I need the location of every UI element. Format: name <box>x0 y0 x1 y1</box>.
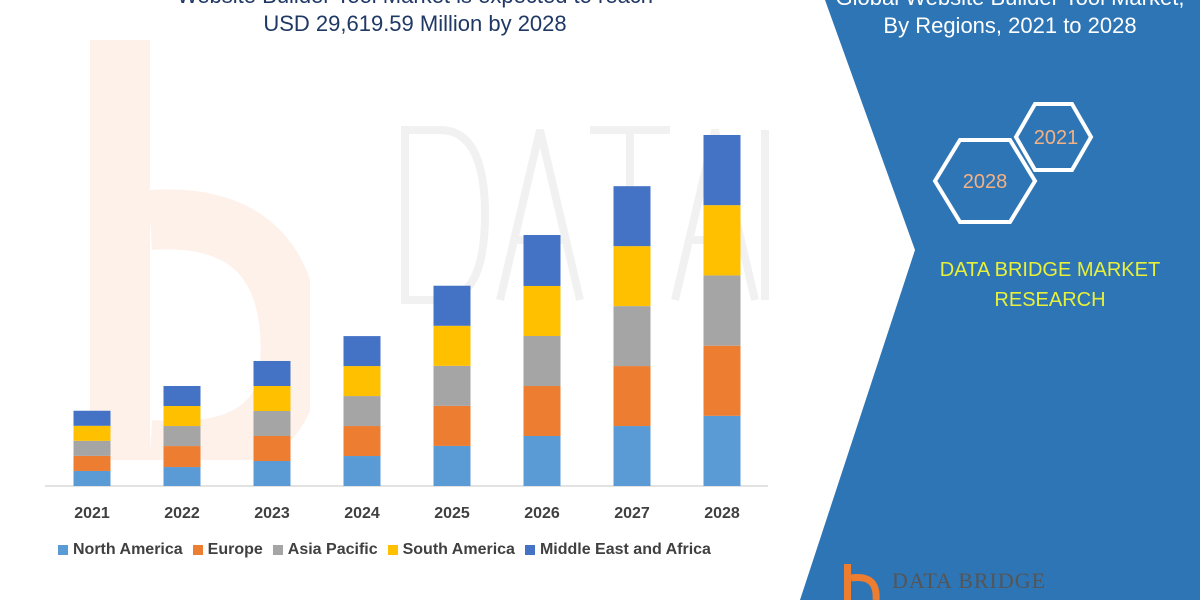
legend-item-asia-pacific: Asia Pacific <box>272 541 378 559</box>
brand-line-2: RESEARCH <box>994 289 1106 311</box>
panel-title: Global Website Builder Tool Market, By R… <box>820 0 1200 40</box>
title-line-1: Website Builder Tool Market is expected … <box>0 0 830 10</box>
bar-segment-2023-north-america <box>253 460 291 486</box>
hexagon-2021: 2021 <box>1013 102 1094 172</box>
brand-name: DATA BRIDGE MARKET RESEARCH <box>920 255 1180 315</box>
bar-segment-2021-asia-pacific <box>73 440 111 456</box>
bar-segment-2021-north-america <box>73 470 111 486</box>
bar-segment-2022-south-america <box>163 406 201 427</box>
bar-segment-2025-asia-pacific <box>433 365 471 406</box>
bar-segment-2023-middle-east-and-africa <box>253 360 291 386</box>
stacked-bar-chart: 2021 2022 2023 2024 2025 2026 2027 2028 <box>45 134 768 522</box>
hex-2021-label: 2021 <box>1034 127 1079 149</box>
bar-segment-2025-middle-east-and-africa <box>433 285 471 326</box>
panel-title-line-2: By Regions, 2021 to 2028 <box>883 13 1137 38</box>
legend-label: Middle East and Africa <box>539 541 711 558</box>
bar-segment-2024-asia-pacific <box>343 396 381 427</box>
x-tick-label: 2028 <box>704 505 740 522</box>
legend-label: South America <box>402 541 515 558</box>
title-line-2: USD 29,619.59 Million by 2028 <box>263 11 567 36</box>
hexagon-2028: 2028 <box>932 138 1038 224</box>
legend-item-europe: Europe <box>192 541 263 559</box>
bar-segment-2022-middle-east-and-africa <box>163 385 201 407</box>
bar-segment-2028-south-america <box>703 205 741 276</box>
x-tick-label: 2024 <box>344 505 380 522</box>
legend-label: Asia Pacific <box>287 541 378 558</box>
bar-segment-2028-north-america <box>703 415 741 486</box>
bar-segment-2026-south-america <box>523 285 561 336</box>
bar-segment-2026-north-america <box>523 435 561 486</box>
x-tick-label: 2025 <box>434 505 470 522</box>
legend-item-south-america: South America <box>387 541 515 559</box>
bar-segment-2021-south-america <box>73 425 111 441</box>
bar-segment-2025-europe <box>433 405 471 446</box>
bar-segment-2022-north-america <box>163 467 201 486</box>
bar-segment-2025-north-america <box>433 445 471 486</box>
bar-segment-2028-europe <box>703 345 741 416</box>
bar-segment-2021-middle-east-and-africa <box>73 410 111 426</box>
panel-title-line-1: Global Website Builder Tool Market, <box>820 0 1200 12</box>
bar-segment-2024-middle-east-and-africa <box>343 336 381 367</box>
legend-item-middle-east-africa: Middle East and Africa <box>524 541 711 559</box>
bar-segment-2023-south-america <box>253 385 291 411</box>
x-tick-label: 2021 <box>74 505 110 522</box>
x-tick-label: 2026 <box>524 505 560 522</box>
bar-segment-2023-asia-pacific <box>253 410 291 436</box>
bar-segment-2026-europe <box>523 385 561 436</box>
legend-label: Europe <box>207 541 263 558</box>
bar-segment-2027-middle-east-and-africa <box>613 186 651 247</box>
logo-text: DATA BRIDGE <box>892 568 1047 593</box>
brand-line-1: DATA BRIDGE MARKET <box>939 259 1161 281</box>
bar-segment-2027-asia-pacific <box>613 306 651 367</box>
bar-segment-2024-south-america <box>343 366 381 397</box>
bar-segment-2028-asia-pacific <box>703 275 741 346</box>
bar-segment-2021-europe <box>73 455 111 471</box>
bar-segment-2025-south-america <box>433 325 471 366</box>
bar-segment-2022-asia-pacific <box>163 426 201 447</box>
bar-segment-2027-europe <box>613 366 651 427</box>
bar-segment-2024-north-america <box>343 456 381 486</box>
hex-2028-label: 2028 <box>963 171 1008 193</box>
data-bridge-logo-icon <box>844 564 880 600</box>
bar-segment-2026-middle-east-and-africa <box>523 235 561 286</box>
x-tick-label: 2022 <box>164 505 200 522</box>
legend-label: North America <box>73 541 183 558</box>
bar-segment-2027-north-america <box>613 426 651 486</box>
legend-item-north-america: North America <box>58 541 183 559</box>
bar-segment-2024-europe <box>343 426 381 457</box>
bar-segment-2023-europe <box>253 435 291 461</box>
bar-segment-2028-middle-east-and-africa <box>703 134 741 206</box>
bar-segment-2022-europe <box>163 446 201 468</box>
x-tick-label: 2027 <box>614 505 650 522</box>
bar-segment-2026-asia-pacific <box>523 335 561 386</box>
bar-segment-2027-south-america <box>613 246 651 307</box>
legend: North America Europe Asia Pacific South … <box>58 541 711 559</box>
chart-title: Website Builder Tool Market is expected … <box>0 0 830 38</box>
x-tick-label: 2023 <box>254 505 290 522</box>
